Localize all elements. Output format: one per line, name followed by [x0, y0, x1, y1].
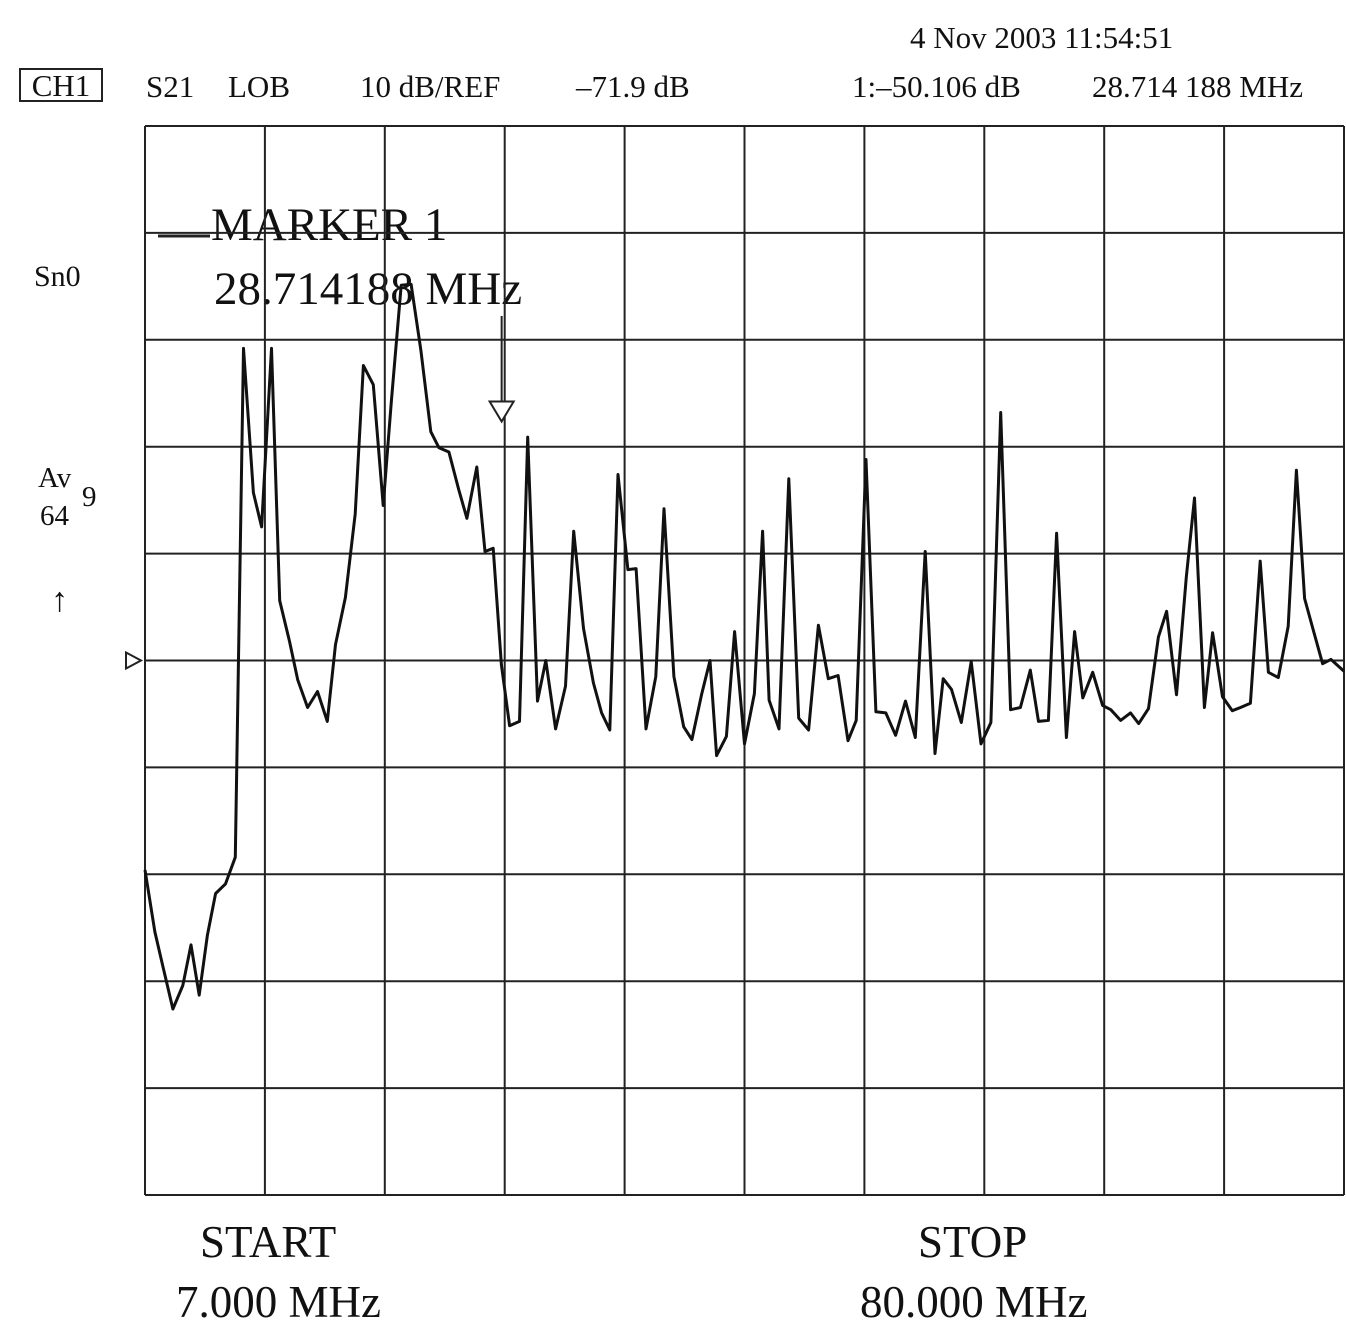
channel-box: CH1 — [19, 68, 103, 102]
trace-line-s21 — [143, 282, 1346, 1011]
marker-1-icon — [487, 400, 516, 424]
reference-level-icon — [125, 650, 144, 671]
marker-readout-value: 1:–50.106 dB — [852, 69, 1021, 104]
averaging-suffix: 9 — [82, 481, 97, 513]
trace-layer — [143, 282, 1346, 1011]
graticule-grid — [125, 125, 1345, 1196]
averaging-prefix: Av — [38, 462, 72, 494]
date-time-label: 4 Nov 2003 11:54:51 — [910, 20, 1174, 55]
marker-readout-frequency: 28.714 188 MHz — [1092, 69, 1303, 104]
format-label: LOB — [228, 69, 290, 104]
start-label: START — [200, 1217, 337, 1267]
start-frequency: 7.000 MHz — [176, 1277, 381, 1327]
smoothing-label: Sn0 — [34, 260, 81, 293]
scale-label: 10 dB/REF — [360, 69, 501, 104]
averaging-count: 64 — [40, 500, 69, 532]
reference-level-label: –71.9 dB — [576, 69, 690, 104]
stop-frequency: 80.000 MHz — [860, 1277, 1088, 1327]
measurement-label: S21 — [146, 69, 195, 104]
up-arrow-icon: ↑ — [51, 582, 68, 619]
marker-annotation-lines — [158, 234, 516, 424]
stop-label: STOP — [918, 1217, 1028, 1267]
marker-annotation-label: MARKER 1 — [211, 199, 448, 251]
